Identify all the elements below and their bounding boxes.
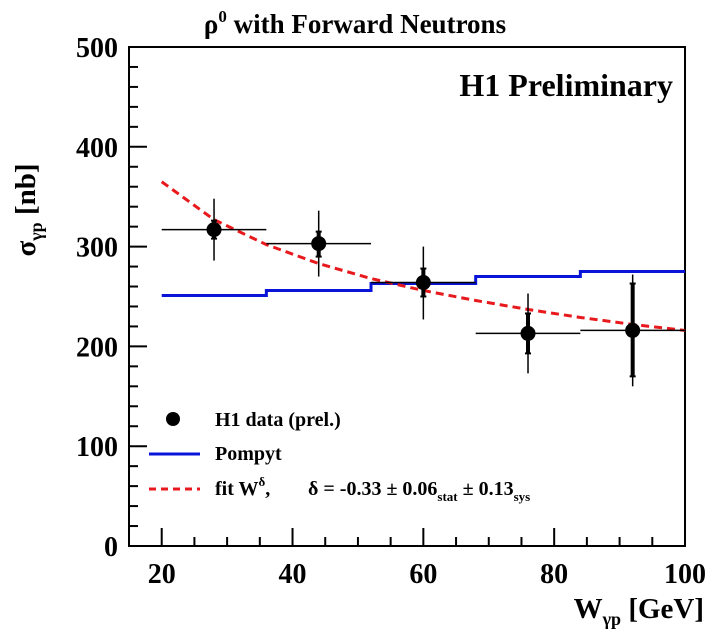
x-tick-label: 80 xyxy=(540,559,568,590)
plot-frame xyxy=(128,46,686,547)
data-marker xyxy=(415,275,431,291)
legend-label-fit: fit Wδ, δ = -0.33 ± 0.06stat ± 0.13sys xyxy=(215,474,530,504)
y-tick-label: 300 xyxy=(76,233,118,264)
data-marker xyxy=(206,222,222,238)
y-tick-label: 100 xyxy=(76,432,118,463)
legend-marker-data xyxy=(166,412,180,426)
h1-preliminary-label: H1 Preliminary xyxy=(459,67,673,103)
data-point xyxy=(580,274,685,387)
tick-labels: 20 40 60 80 100 0 100 200 300 400 500 xyxy=(76,33,706,590)
data-point xyxy=(161,198,267,261)
data-point xyxy=(475,293,581,374)
y-tick-label: 500 xyxy=(76,33,118,64)
x-axis-label: Wγp [GeV] xyxy=(574,593,704,629)
legend-label-model: Pompyt xyxy=(215,443,282,465)
x-tick-label: 20 xyxy=(148,559,176,590)
data-point xyxy=(371,246,476,320)
legend-label-data: H1 data (prel.) xyxy=(215,409,341,431)
data-marker xyxy=(311,236,327,252)
y-tick-label: 200 xyxy=(76,332,118,363)
x-tick-label: 60 xyxy=(409,559,437,590)
chart-title: ρ0 with Forward Neutrons xyxy=(204,7,506,39)
data-point xyxy=(266,210,372,277)
y-tick-label: 400 xyxy=(76,133,118,164)
y-axis-label: σγp [nb] xyxy=(10,163,46,256)
legend: H1 data (prel.) Pompyt fit Wδ, δ = -0.33 … xyxy=(149,409,530,504)
x-tick-label: 100 xyxy=(664,559,706,590)
data-marker xyxy=(625,322,641,338)
data-marker xyxy=(520,325,536,341)
x-tick-label: 40 xyxy=(279,559,307,590)
series-layer xyxy=(160,180,686,387)
axis-ticks xyxy=(128,46,686,547)
y-tick-label: 0 xyxy=(104,532,118,563)
